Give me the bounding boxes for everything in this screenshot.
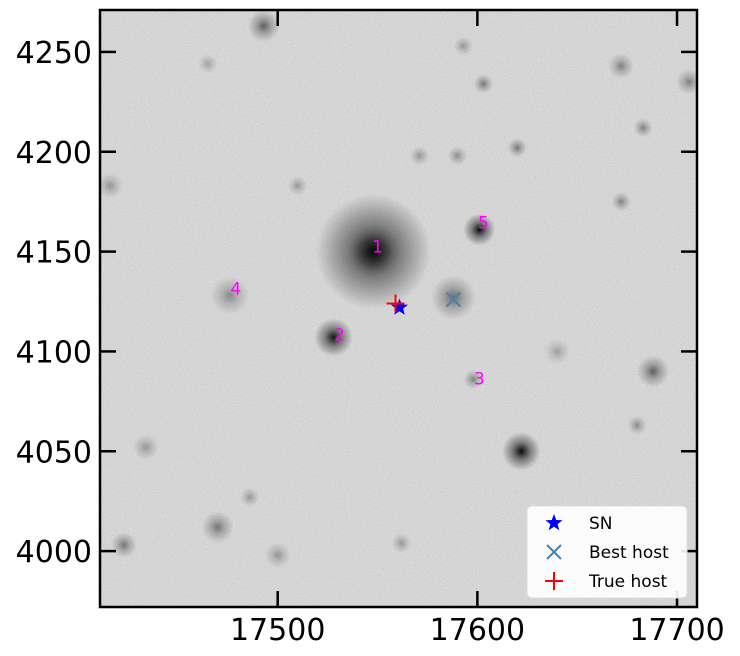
y-tick-label: 4150 xyxy=(16,236,92,271)
y-tick-label: 4000 xyxy=(16,535,92,570)
candidate-label: 1 xyxy=(372,238,383,258)
sky-source xyxy=(247,10,280,42)
sky-source xyxy=(198,54,218,74)
sky-source xyxy=(431,275,476,320)
legend: SN Best host True host xyxy=(526,505,688,599)
sky-source xyxy=(288,176,308,196)
sky-source xyxy=(633,118,653,138)
sky-source xyxy=(111,532,137,558)
x-tick-label: 17700 xyxy=(629,613,724,648)
true-host-marker xyxy=(386,294,405,313)
best-host-marker xyxy=(445,291,462,308)
candidate-label: 5 xyxy=(478,214,489,234)
sky-source xyxy=(409,146,430,166)
sky-source xyxy=(391,533,412,553)
sky-source xyxy=(463,213,496,246)
sky-source xyxy=(507,138,527,158)
sky-source xyxy=(473,74,493,94)
sky-source xyxy=(453,36,473,56)
y-tick-label: 4200 xyxy=(16,136,92,171)
sky-source xyxy=(611,192,631,212)
legend-best-host-label: Best host xyxy=(589,543,669,563)
sky-source xyxy=(210,276,249,315)
candidate-label: 2 xyxy=(334,325,345,345)
sky-source xyxy=(201,511,234,544)
y-tick-label: 4250 xyxy=(16,36,92,71)
sky-source xyxy=(133,434,159,461)
sky-source xyxy=(447,146,467,166)
legend-true-host-label: True host xyxy=(588,572,668,592)
sky-source xyxy=(608,53,634,79)
sky-source xyxy=(354,232,393,271)
legend-sn-marker xyxy=(545,514,563,531)
sky-source xyxy=(627,415,647,435)
legend-box xyxy=(526,505,688,599)
sky-source xyxy=(240,487,260,507)
candidate-label: 3 xyxy=(474,369,485,389)
plot-frame xyxy=(98,8,699,609)
candidate-label: 4 xyxy=(230,280,241,300)
y-tick-label: 4100 xyxy=(16,335,92,370)
legend-best-host-marker xyxy=(546,544,562,560)
sky-source xyxy=(676,69,697,95)
sky-source xyxy=(544,338,571,365)
sn-marker xyxy=(390,298,409,315)
x-tick-label: 17500 xyxy=(230,613,325,648)
sky-source xyxy=(264,542,291,568)
x-tick-label: 17600 xyxy=(430,613,525,648)
sky-source xyxy=(463,369,483,389)
legend-true-host-marker xyxy=(545,572,563,590)
sky-source xyxy=(100,172,123,199)
sky-source xyxy=(502,432,541,471)
sky-source xyxy=(314,318,353,357)
legend-sn-label: SN xyxy=(589,514,613,534)
y-tick-label: 4050 xyxy=(16,435,92,470)
sky-source xyxy=(637,355,670,388)
